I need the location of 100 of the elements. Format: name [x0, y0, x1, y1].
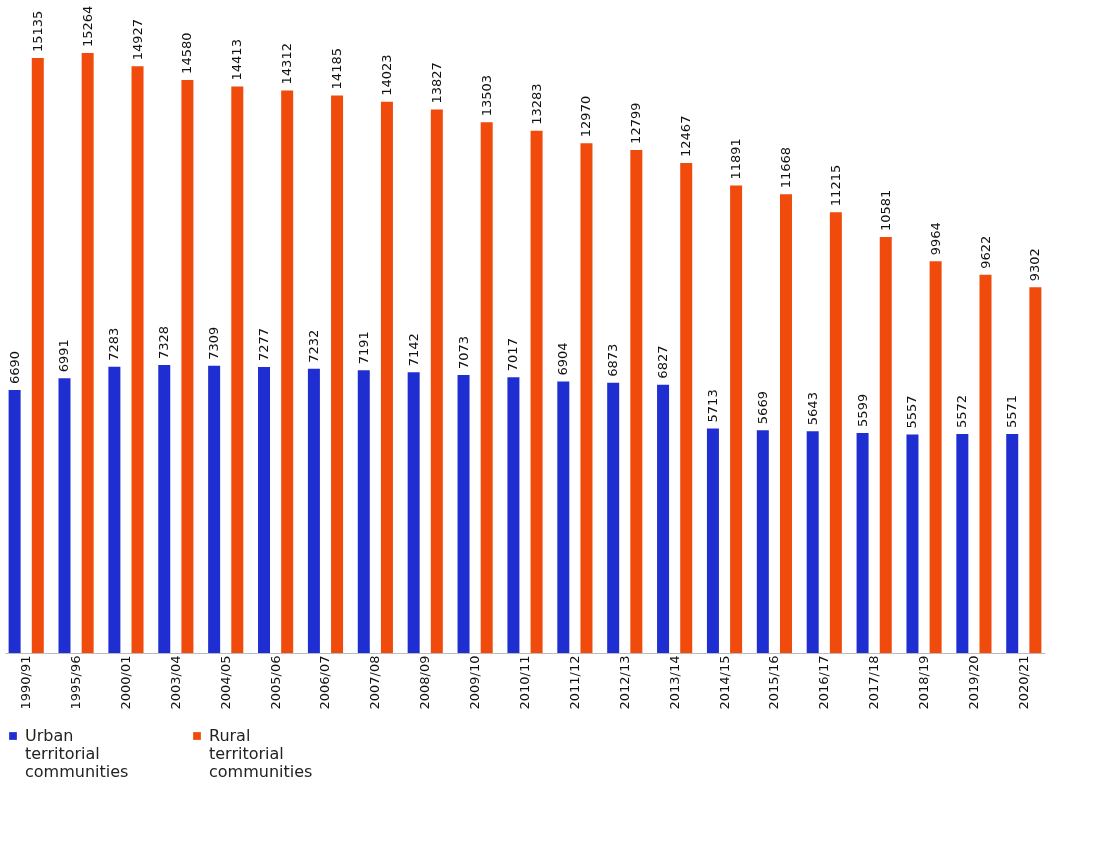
- x-tick-label: 2020/21: [1015, 655, 1031, 710]
- bar: [806, 431, 819, 653]
- data-label: 7277: [256, 327, 272, 361]
- bar: [956, 433, 969, 653]
- bar: [829, 212, 842, 653]
- data-label: 14580: [179, 32, 195, 74]
- x-tick-label: 2010/11: [517, 655, 532, 710]
- bar: [657, 384, 670, 653]
- bar: [430, 109, 443, 653]
- bar: [131, 66, 144, 653]
- data-label: 15264: [79, 5, 95, 47]
- data-label: 14185: [329, 48, 345, 90]
- data-label: 7232: [305, 329, 321, 363]
- x-tick-label: 1990/91: [18, 655, 34, 710]
- bar: [357, 370, 370, 653]
- data-label: 14023: [378, 54, 394, 96]
- data-label: 7142: [405, 333, 421, 367]
- bar: [879, 237, 892, 653]
- x-tick-label: 2017/18: [866, 655, 882, 710]
- bar: [856, 432, 869, 653]
- bar: [158, 364, 171, 653]
- x-tick-label: 2016/17: [816, 655, 832, 710]
- data-label: 9964: [927, 222, 943, 256]
- data-label: 12799: [628, 102, 644, 144]
- data-label: 6690: [6, 350, 22, 385]
- x-tick-label: 2007/08: [367, 655, 383, 710]
- x-tick-label: 2009/10: [467, 655, 483, 710]
- x-tick-label: 2003/04: [167, 655, 183, 710]
- bar: [31, 58, 44, 653]
- x-tick-label: 1995/96: [68, 655, 84, 710]
- data-label: 7283: [106, 327, 122, 361]
- data-label: 15135: [29, 10, 45, 53]
- bar: [331, 95, 344, 653]
- bar: [507, 377, 520, 653]
- bar: [1029, 287, 1042, 653]
- data-label: 11215: [827, 164, 843, 207]
- bar: [630, 149, 643, 653]
- bar: [181, 79, 194, 653]
- x-tick-label: 2000/01: [117, 655, 133, 710]
- data-label: 5599: [854, 393, 870, 427]
- data-label: 12970: [578, 95, 594, 138]
- data-label: 11891: [728, 138, 744, 180]
- data-label: 9302: [1027, 248, 1043, 282]
- data-label: 5713: [704, 389, 720, 423]
- bar: [680, 162, 693, 653]
- data-label: 5572: [954, 394, 970, 428]
- data-label: 6827: [655, 345, 671, 379]
- data-label: 12467: [678, 115, 694, 157]
- data-label: 9622: [977, 235, 993, 269]
- data-label: 13283: [528, 83, 544, 125]
- x-tick-label: 2019/20: [965, 655, 981, 710]
- data-label: 7073: [455, 335, 471, 369]
- x-tick-label: 2011/12: [566, 655, 582, 710]
- x-tick-label: 2008/09: [417, 655, 433, 710]
- bar: [929, 261, 942, 653]
- bar: [58, 378, 71, 653]
- bar: [756, 430, 769, 653]
- x-tick-label: 2012/13: [616, 655, 632, 710]
- data-label: 5669: [754, 391, 770, 425]
- bar: [208, 365, 221, 653]
- x-tick-label: 2004/05: [217, 655, 233, 710]
- bar: [480, 122, 493, 653]
- data-label: 10581: [877, 189, 893, 232]
- data-label: 7191: [355, 331, 371, 365]
- x-tick-label: 2014/15: [716, 655, 732, 710]
- bar: [380, 101, 393, 653]
- bar: [979, 274, 992, 653]
- bar: [281, 90, 294, 653]
- x-tick-label: 2015/16: [766, 655, 782, 710]
- x-tick-label: 2006/07: [317, 655, 333, 710]
- data-label: 6873: [605, 343, 621, 377]
- bar: [580, 143, 593, 653]
- data-label: 7017: [505, 338, 521, 372]
- bar: [307, 368, 320, 653]
- data-label: 5643: [804, 392, 820, 426]
- bar: [607, 382, 620, 653]
- bar: [81, 53, 94, 653]
- data-label: 5557: [904, 395, 920, 429]
- bar: [457, 374, 470, 653]
- bar: [530, 130, 543, 653]
- data-label: 6991: [56, 339, 72, 373]
- data-label: 14413: [229, 39, 245, 81]
- bar: [779, 194, 792, 653]
- bar: [730, 185, 743, 653]
- data-label: 14312: [279, 43, 295, 85]
- bar: [258, 366, 271, 653]
- bar: [108, 366, 121, 653]
- legend-label: Rural territorial communities: [209, 726, 313, 781]
- x-tick-label: 2018/19: [916, 655, 932, 710]
- bar: [407, 372, 420, 653]
- data-label: 5571: [1004, 394, 1020, 429]
- x-tick-label: 2013/14: [666, 655, 682, 710]
- data-label: 13827: [428, 62, 444, 104]
- data-label: 11668: [777, 146, 793, 189]
- data-label: 7328: [156, 325, 172, 359]
- data-label: 7309: [206, 326, 222, 360]
- bar: [231, 86, 244, 653]
- bar: [8, 390, 21, 653]
- bar: [557, 381, 570, 653]
- bar: [706, 428, 719, 653]
